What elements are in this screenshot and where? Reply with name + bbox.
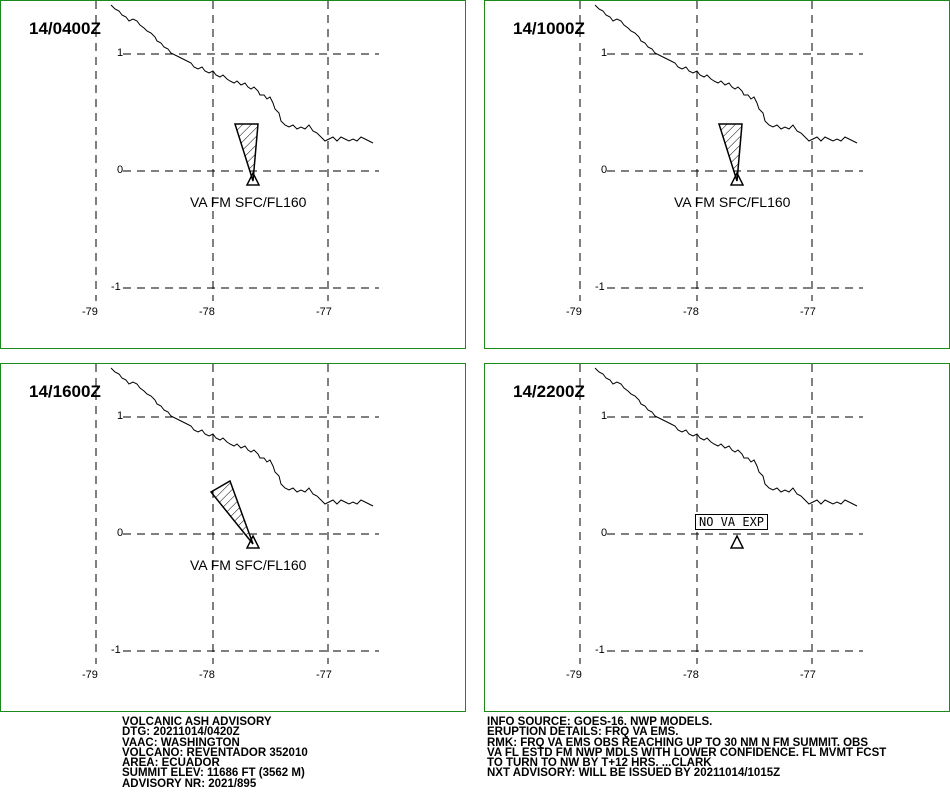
footer-left-line: SUMMIT ELEV: 11686 FT (3562 M) [122, 767, 305, 780]
footer-left-line: VAAC: WASHINGTON [122, 736, 240, 749]
lat-label-1: 1 [601, 410, 608, 422]
lat-label-1: 1 [117, 47, 124, 59]
lon-label-78: -78 [683, 306, 699, 318]
footer-right-line: NXT ADVISORY: WILL BE ISSUED BY 20211014… [487, 767, 781, 780]
lat-label-minus1: -1 [111, 644, 121, 656]
lon-label-78: -78 [199, 306, 215, 318]
map-graphic [579, 1, 863, 301]
map-panel-4: 14/2200Z NO VA EXP 1 0 -1 -79 -78 -77 [484, 363, 950, 712]
panel-time-title: 14/2200Z [513, 382, 585, 401]
lat-label-1: 1 [117, 410, 124, 422]
volcano-icon [245, 534, 261, 549]
footer-left-line: AREA: ECUADOR [122, 757, 220, 770]
footer-right-line: INFO SOURCE: GOES-16. NWP MODELS. [487, 716, 713, 728]
footer-right-line: RMK: FRQ VA EMS OBS REACHING UP TO 30 NM… [487, 736, 869, 749]
footer-left-line: VOLCANIC ASH ADVISORY [122, 716, 272, 728]
lon-label-79: -79 [82, 306, 98, 318]
footer-left-line: ADVISORY NR: 2021/895 [122, 777, 257, 790]
ash-cloud-polygon [233, 123, 259, 182]
footer-left-line: DTG: 20211014/0420Z [122, 726, 240, 739]
ash-cloud-polygon [209, 479, 254, 545]
volcano-icon [729, 534, 745, 549]
lon-label-79: -79 [566, 306, 582, 318]
footer-right-line: VA FL ESTD FM NWP MDLS WITH LOWER CONFID… [487, 746, 887, 759]
lon-label-77: -77 [800, 306, 816, 318]
lat-label-minus1: -1 [595, 281, 605, 293]
panel-time-title: 14/1600Z [29, 382, 101, 401]
ash-cloud-label: VA FM SFC/FL160 [190, 194, 307, 210]
volcano-icon [729, 534, 745, 549]
footer-left-line: VOLCANO: REVENTADOR 352010 [122, 746, 308, 759]
coastline-border [594, 4, 858, 144]
lon-label-78: -78 [683, 669, 699, 681]
lat-label-1: 1 [601, 47, 608, 59]
panel-time-title: 14/0400Z [29, 19, 101, 38]
lon-label-79: -79 [566, 669, 582, 681]
map-graphic [95, 364, 379, 664]
ash-cloud-polygon [717, 123, 743, 182]
lat-label-0: 0 [117, 164, 124, 176]
coastline-border [594, 367, 858, 507]
lat-label-0: 0 [117, 527, 124, 539]
footer-right-line: ERUPTION DETAILS: FRQ VA EMS. [487, 726, 679, 739]
footer-right-line: TO TURN TO NW BY T+12 HRS. ...CLARK [487, 757, 712, 770]
coastline-border [110, 4, 374, 144]
map-panel-3: 14/1600Z VA FM SFC/FL160 1 0 -1 -79 -78 … [0, 363, 466, 712]
lat-label-minus1: -1 [111, 281, 121, 293]
ash-cloud-label: VA FM SFC/FL160 [190, 557, 307, 573]
no-va-expected-box: NO VA EXP [695, 514, 769, 530]
volcano-icon [729, 171, 745, 186]
ash-cloud-label: VA FM SFC/FL160 [674, 194, 791, 210]
lon-label-79: -79 [82, 669, 98, 681]
lat-label-minus1: -1 [595, 644, 605, 656]
advisory-remarks-block: INFO SOURCE: GOES-16. NWP MODELS. ERUPTI… [487, 716, 887, 780]
lat-label-0: 0 [601, 527, 608, 539]
advisory-header-block: VOLCANIC ASH ADVISORY DTG: 20211014/0420… [122, 716, 308, 790]
map-panel-1: 14/0400Z VA FM SFC/FL160 1 0 -1 -79 -78 … [0, 0, 466, 349]
panel-time-title: 14/1000Z [513, 19, 585, 38]
volcano-icon [245, 171, 261, 186]
lon-label-78: -78 [199, 669, 215, 681]
map-graphic [579, 364, 863, 664]
lon-label-77: -77 [800, 669, 816, 681]
coastline-border [110, 367, 374, 507]
map-panel-2: 14/1000Z VA FM SFC/FL160 1 0 -1 -79 -78 … [484, 0, 950, 349]
lon-label-77: -77 [316, 306, 332, 318]
lon-label-77: -77 [316, 669, 332, 681]
lat-label-0: 0 [601, 164, 608, 176]
map-graphic [95, 1, 379, 301]
